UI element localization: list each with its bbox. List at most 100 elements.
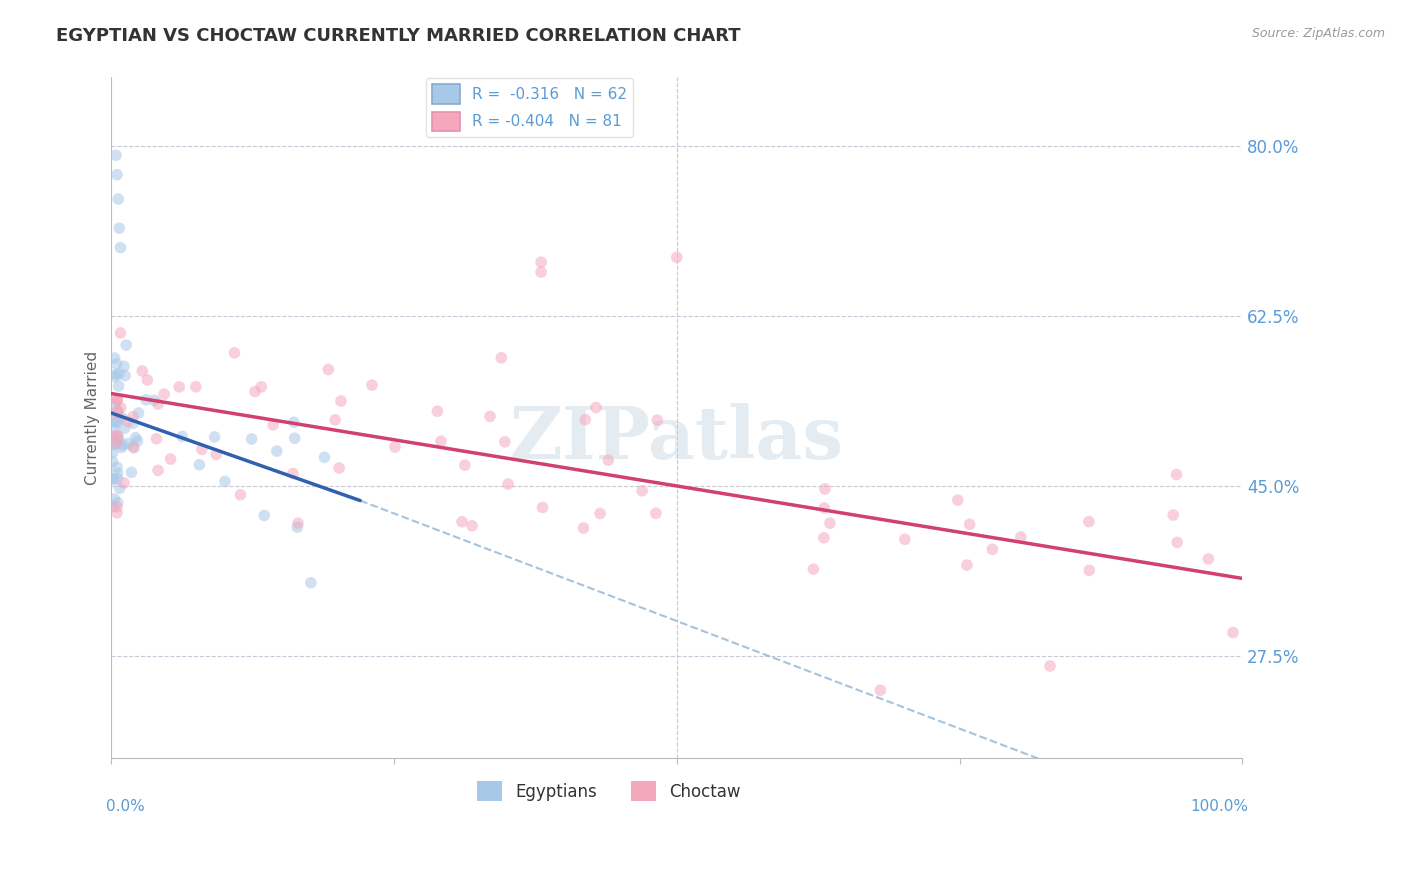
Point [1166,467,1188,482]
Point [361,378,384,392]
Point [103,421,125,435]
Text: ZIPatlas: ZIPatlas [510,403,844,474]
Point [107,433,129,447]
Point [589,507,612,521]
Point [103,434,125,448]
Point [454,458,477,472]
Text: EGYPTIAN VS CHOCTAW CURRENTLY MARRIED CORRELATION CHART: EGYPTIAN VS CHOCTAW CURRENTLY MARRIED CO… [56,27,741,45]
Point [105,471,128,485]
Point [250,380,273,394]
Point [981,542,1004,557]
Point [461,518,484,533]
Point [110,441,132,455]
Point [869,683,891,698]
Point [103,491,125,506]
Text: 0.0%: 0.0% [105,799,145,814]
Point [1197,552,1219,566]
Point [284,431,307,445]
Point [253,508,276,523]
Point [299,575,322,590]
Point [153,387,176,401]
Point [101,455,124,469]
Point [107,404,129,418]
Point [946,493,969,508]
Point [105,430,128,444]
Point [101,500,124,514]
Point [494,434,516,449]
Point [1166,535,1188,549]
Point [122,441,145,455]
Point [530,255,553,269]
Point [813,500,835,515]
Legend: Egyptians, Choctaw: Egyptians, Choctaw [471,774,747,808]
Point [107,192,129,206]
Point [143,393,166,408]
Point [145,432,167,446]
Point [105,500,128,514]
Point [647,413,669,427]
Point [107,429,129,443]
Point [105,392,128,407]
Point [131,364,153,378]
Point [159,452,181,467]
Point [110,401,132,415]
Text: Source: ZipAtlas.com: Source: ZipAtlas.com [1251,27,1385,40]
Point [818,516,841,531]
Point [430,434,453,449]
Point [184,380,207,394]
Point [314,450,336,465]
Point [122,440,145,454]
Y-axis label: Currently Married: Currently Married [86,351,100,485]
Point [127,434,149,448]
Point [426,404,449,418]
Point [103,472,125,486]
Point [530,265,553,279]
Point [108,481,131,495]
Point [104,397,127,411]
Point [243,384,266,399]
Point [111,410,134,425]
Point [204,430,226,444]
Point [105,357,128,371]
Point [105,407,128,421]
Point [107,403,129,417]
Point [105,428,128,442]
Point [214,475,236,489]
Point [531,500,554,515]
Point [959,517,981,532]
Point [384,440,406,454]
Point [146,397,169,411]
Point [105,416,128,430]
Point [101,472,124,486]
Point [104,148,127,162]
Point [104,437,127,451]
Point [813,531,835,545]
Point [1161,508,1184,522]
Point [112,438,135,452]
Point [1222,625,1244,640]
Point [330,394,353,409]
Point [266,444,288,458]
Point [585,401,607,415]
Point [1078,563,1101,577]
Point [117,415,139,429]
Point [328,461,350,475]
Point [224,346,246,360]
Point [112,475,135,490]
Point [167,380,190,394]
Point [1078,515,1101,529]
Point [323,413,346,427]
Point [191,442,214,457]
Point [287,516,309,531]
Point [491,351,513,365]
Point [105,393,128,408]
Point [108,221,131,235]
Point [285,520,308,534]
Point [105,412,128,426]
Point [665,251,688,265]
Point [117,436,139,450]
Point [122,409,145,424]
Point [105,392,128,407]
Point [205,447,228,461]
Point [135,392,157,407]
